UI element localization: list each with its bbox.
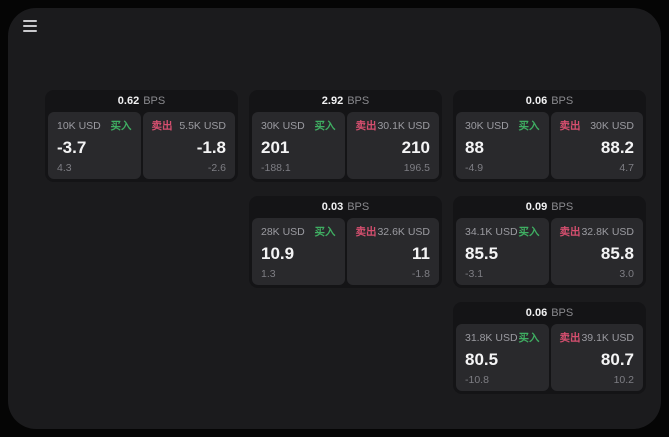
sell-chip[interactable]: 卖出 bbox=[559, 226, 581, 238]
quote-card: 0.06 BPS 30K USD 买入 88 -4.9 卖出 30K USD 8… bbox=[453, 90, 646, 182]
buy-chip[interactable]: 买入 bbox=[518, 332, 540, 344]
bps-header: 0.06 BPS bbox=[456, 302, 643, 324]
bps-value: 2.92 bbox=[321, 95, 344, 107]
card-body: 30K USD 买入 88 -4.9 卖出 30K USD 88.2 4.7 bbox=[456, 112, 643, 179]
bps-header: 0.62 BPS bbox=[48, 90, 235, 112]
bps-value: 0.06 bbox=[525, 95, 548, 107]
sell-delta: 196.5 bbox=[403, 162, 430, 174]
buy-amount: 30K USD bbox=[465, 119, 509, 132]
bps-unit: BPS bbox=[347, 201, 370, 213]
quote-card: 0.03 BPS 28K USD 买入 10.9 1.3 卖出 32.6K US… bbox=[249, 196, 442, 288]
sell-amount: 30.1K USD bbox=[377, 119, 430, 132]
sell-chip[interactable]: 卖出 bbox=[151, 120, 173, 132]
sell-amount: 32.8K USD bbox=[581, 225, 634, 238]
buy-amount: 28K USD bbox=[261, 225, 305, 238]
sell-chip[interactable]: 卖出 bbox=[355, 226, 377, 238]
bps-header: 0.06 BPS bbox=[456, 90, 643, 112]
sell-panel[interactable]: 卖出 30.1K USD 210 196.5 bbox=[346, 112, 439, 179]
buy-panel[interactable]: 10K USD 买入 -3.7 4.3 bbox=[48, 112, 141, 179]
bps-unit: BPS bbox=[551, 95, 574, 107]
buy-amount: 30K USD bbox=[261, 119, 305, 132]
bps-value: 0.62 bbox=[117, 95, 140, 107]
bps-unit: BPS bbox=[347, 95, 370, 107]
buy-chip[interactable]: 买入 bbox=[518, 120, 540, 132]
sell-price: 11 bbox=[412, 244, 430, 263]
buy-delta: 1.3 bbox=[261, 268, 276, 280]
sell-amount: 32.6K USD bbox=[377, 225, 430, 238]
buy-amount: 34.1K USD bbox=[465, 225, 518, 238]
buy-delta: -188.1 bbox=[261, 162, 291, 174]
sell-panel[interactable]: 卖出 5.5K USD -1.8 -2.6 bbox=[142, 112, 235, 179]
quote-card: 2.92 BPS 30K USD 买入 201 -188.1 卖出 30.1K … bbox=[249, 90, 442, 182]
sell-price: 88.2 bbox=[600, 138, 634, 157]
sell-chip[interactable]: 卖出 bbox=[559, 120, 581, 132]
card-body: 30K USD 买入 201 -188.1 卖出 30.1K USD 210 1… bbox=[252, 112, 439, 179]
sell-delta: -1.8 bbox=[411, 268, 430, 280]
bps-header: 2.92 BPS bbox=[252, 90, 439, 112]
sell-delta: -2.6 bbox=[207, 162, 226, 174]
bps-unit: BPS bbox=[551, 307, 574, 319]
sell-panel[interactable]: 卖出 32.8K USD 85.8 3.0 bbox=[550, 218, 643, 285]
buy-price: 85.5 bbox=[465, 244, 499, 263]
sell-chip[interactable]: 卖出 bbox=[559, 332, 581, 344]
sell-panel[interactable]: 卖出 32.6K USD 11 -1.8 bbox=[346, 218, 439, 285]
quote-card: 0.62 BPS 10K USD 买入 -3.7 4.3 卖出 5.5K USD… bbox=[45, 90, 238, 182]
card-body: 31.8K USD 买入 80.5 -10.8 卖出 39.1K USD 80.… bbox=[456, 324, 643, 391]
hamburger-bar bbox=[23, 25, 37, 27]
sell-amount: 5.5K USD bbox=[179, 119, 226, 132]
card-body: 10K USD 买入 -3.7 4.3 卖出 5.5K USD -1.8 -2.… bbox=[48, 112, 235, 179]
sell-delta: 10.2 bbox=[613, 374, 634, 386]
buy-panel[interactable]: 30K USD 买入 201 -188.1 bbox=[252, 112, 345, 179]
buy-price: 10.9 bbox=[261, 244, 295, 263]
buy-delta: -4.9 bbox=[465, 162, 484, 174]
sell-chip[interactable]: 卖出 bbox=[355, 120, 377, 132]
hamburger-menu-icon[interactable] bbox=[23, 16, 45, 36]
sell-price: 80.7 bbox=[600, 350, 634, 369]
quote-card: 0.06 BPS 31.8K USD 买入 80.5 -10.8 卖出 39.1… bbox=[453, 302, 646, 394]
card-body: 34.1K USD 买入 85.5 -3.1 卖出 32.8K USD 85.8… bbox=[456, 218, 643, 285]
buy-chip[interactable]: 买入 bbox=[314, 226, 336, 238]
buy-panel[interactable]: 28K USD 买入 10.9 1.3 bbox=[252, 218, 345, 285]
bps-value: 0.09 bbox=[525, 201, 548, 213]
app-surface: 0.62 BPS 10K USD 买入 -3.7 4.3 卖出 5.5K USD… bbox=[8, 8, 661, 429]
buy-amount: 10K USD bbox=[57, 119, 101, 132]
quote-card: 0.09 BPS 34.1K USD 买入 85.5 -3.1 卖出 32.8K… bbox=[453, 196, 646, 288]
card-body: 28K USD 买入 10.9 1.3 卖出 32.6K USD 11 -1.8 bbox=[252, 218, 439, 285]
hamburger-bar bbox=[23, 20, 37, 22]
buy-delta: -3.1 bbox=[465, 268, 484, 280]
bps-unit: BPS bbox=[551, 201, 574, 213]
buy-panel[interactable]: 31.8K USD 买入 80.5 -10.8 bbox=[456, 324, 549, 391]
sell-panel[interactable]: 卖出 39.1K USD 80.7 10.2 bbox=[550, 324, 643, 391]
buy-price: 201 bbox=[261, 138, 290, 157]
sell-panel[interactable]: 卖出 30K USD 88.2 4.7 bbox=[550, 112, 643, 179]
sell-amount: 39.1K USD bbox=[581, 331, 634, 344]
bps-header: 0.03 BPS bbox=[252, 196, 439, 218]
bps-header: 0.09 BPS bbox=[456, 196, 643, 218]
sell-price: 85.8 bbox=[600, 244, 634, 263]
sell-delta: 3.0 bbox=[619, 268, 634, 280]
sell-price: -1.8 bbox=[196, 138, 226, 157]
buy-delta: -10.8 bbox=[465, 374, 489, 386]
buy-delta: 4.3 bbox=[57, 162, 72, 174]
sell-amount: 30K USD bbox=[590, 119, 634, 132]
hamburger-bar bbox=[23, 30, 37, 32]
buy-chip[interactable]: 买入 bbox=[314, 120, 336, 132]
bps-value: 0.03 bbox=[321, 201, 344, 213]
sell-delta: 4.7 bbox=[619, 162, 634, 174]
buy-panel[interactable]: 30K USD 买入 88 -4.9 bbox=[456, 112, 549, 179]
buy-chip[interactable]: 买入 bbox=[110, 120, 132, 132]
buy-panel[interactable]: 34.1K USD 买入 85.5 -3.1 bbox=[456, 218, 549, 285]
buy-price: 88 bbox=[465, 138, 484, 157]
buy-chip[interactable]: 买入 bbox=[518, 226, 540, 238]
buy-amount: 31.8K USD bbox=[465, 331, 518, 344]
bps-unit: BPS bbox=[143, 95, 166, 107]
bps-value: 0.06 bbox=[525, 307, 548, 319]
sell-price: 210 bbox=[401, 138, 430, 157]
buy-price: 80.5 bbox=[465, 350, 499, 369]
buy-price: -3.7 bbox=[57, 138, 87, 157]
